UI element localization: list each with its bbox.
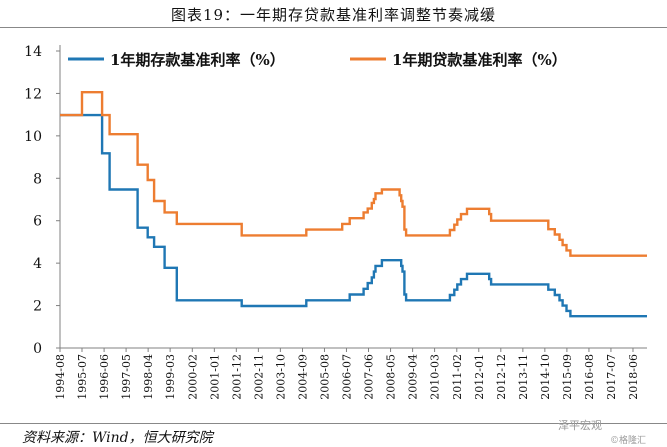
x-tick-label: 2017-07 bbox=[605, 354, 618, 400]
x-tick-label: 1996-06 bbox=[98, 354, 111, 400]
x-tick-label: 1997-05 bbox=[120, 354, 133, 400]
x-tick-label: 2002-11 bbox=[252, 354, 265, 400]
x-tick-label: 1999-03 bbox=[164, 354, 177, 400]
x-tick-label: 2013-11 bbox=[517, 354, 530, 400]
x-tick-label: 1994-08 bbox=[54, 354, 67, 400]
chart-title: 图表19：一年期存贷款基准利率调整节奏减缓 bbox=[170, 6, 497, 24]
y-tick-label: 0 bbox=[33, 341, 42, 357]
y-tick-label: 2 bbox=[33, 299, 42, 315]
title-divider bbox=[0, 27, 667, 28]
x-tick-label: 2001-12 bbox=[230, 354, 243, 400]
x-tick-label: 2001-01 bbox=[208, 354, 221, 400]
x-tick-label: 1998-04 bbox=[142, 354, 155, 400]
chart-legend: 1年期存款基准利率（%） 1年期贷款基准利率（%） bbox=[68, 51, 567, 69]
y-tick-label: 12 bbox=[24, 86, 42, 102]
series-line-1 bbox=[60, 113, 647, 318]
x-tick-label: 2000-02 bbox=[186, 354, 199, 400]
x-tick-label: 2010-03 bbox=[429, 354, 442, 400]
watermark-sub: ©格隆汇 bbox=[610, 436, 647, 446]
y-tick-label: 6 bbox=[33, 214, 42, 230]
x-tick-label: 2011-02 bbox=[451, 354, 464, 400]
x-tick-label: 2007-06 bbox=[363, 354, 376, 400]
series-line-2 bbox=[60, 91, 647, 257]
y-tick-label: 8 bbox=[33, 171, 42, 187]
legend-label-1: 1年期存款基准利率（%） bbox=[110, 51, 285, 69]
x-tick-label: 2016-08 bbox=[583, 354, 596, 400]
x-tick-label: 2014-10 bbox=[539, 354, 552, 400]
legend-label-2: 1年期贷款基准利率（%） bbox=[392, 51, 567, 69]
series-layer bbox=[60, 91, 647, 318]
x-tick-label: 1995-07 bbox=[76, 354, 89, 400]
x-tick-label: 2004-09 bbox=[296, 354, 309, 400]
x-tick-label: 2003-10 bbox=[274, 354, 287, 400]
x-tick-label: 2006-07 bbox=[340, 354, 353, 400]
chart-axes: 0 2 4 6 8 10 12 14 1994-08 1995-07 1996-06 1997-05 1… bbox=[24, 44, 647, 400]
x-tick-label: 2012-12 bbox=[495, 354, 508, 400]
y-tick-label: 4 bbox=[33, 256, 42, 272]
source-note: 资料来源：Wind，恒大研究院 bbox=[22, 430, 213, 446]
footer-divider bbox=[0, 423, 667, 424]
watermark: 泽平宏观 bbox=[558, 419, 602, 432]
x-tick-label: 2015-09 bbox=[561, 354, 574, 400]
x-tick-label: 2012-01 bbox=[473, 354, 486, 400]
line-chart: 0 2 4 6 8 10 12 14 1994-08 1995-07 1996-06 1997-05 1… bbox=[24, 44, 647, 400]
x-tick-label: 2005-08 bbox=[318, 354, 331, 400]
x-tick-label: 2018-06 bbox=[627, 354, 640, 400]
y-tick-label: 10 bbox=[24, 129, 42, 145]
y-tick-label: 14 bbox=[24, 44, 42, 60]
x-tick-label: 2009-04 bbox=[407, 354, 420, 400]
x-tick-label: 2008-05 bbox=[385, 354, 398, 400]
